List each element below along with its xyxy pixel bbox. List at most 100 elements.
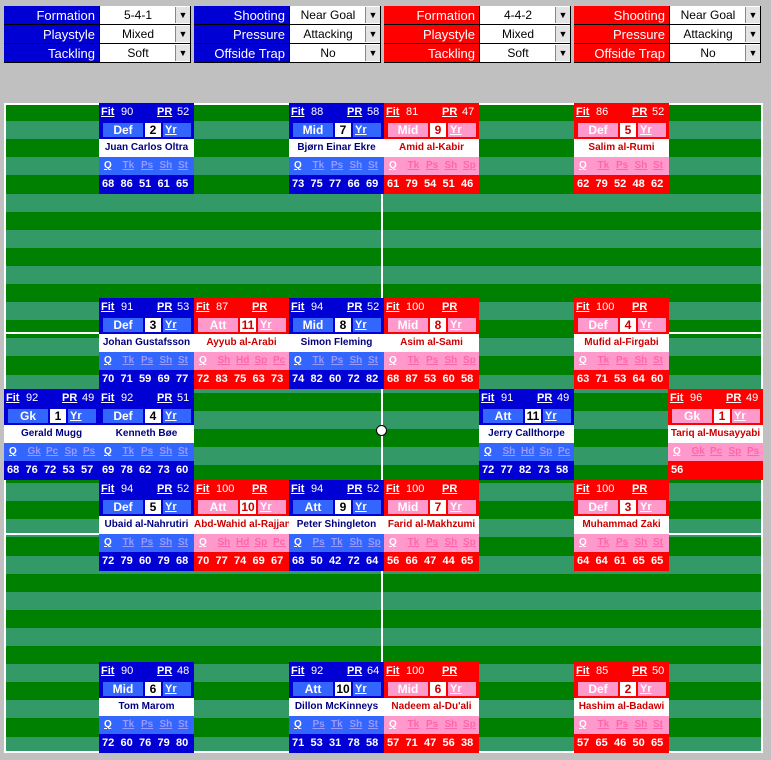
- player-name[interactable]: Jerry Callthorpe: [479, 425, 574, 443]
- player-name[interactable]: Mufid al-Firgabi: [574, 334, 669, 352]
- player-name[interactable]: Abd-Wahid al-Rajjani: [194, 516, 289, 534]
- player-name[interactable]: Bjørn Einar Ekre: [289, 139, 384, 157]
- player-name[interactable]: Farid al-Makhzumi: [384, 516, 479, 534]
- player-name[interactable]: Tariq al-Musayyabi: [668, 425, 763, 443]
- shirt-number[interactable]: 2: [145, 123, 161, 137]
- playstyle-select[interactable]: Mixed ▼: [479, 25, 571, 44]
- shirt-number[interactable]: 5: [620, 123, 636, 137]
- player-name[interactable]: Gerald Mugg: [4, 425, 99, 443]
- shirt-number[interactable]: 7: [335, 123, 351, 137]
- shirt-number[interactable]: 4: [620, 318, 636, 332]
- shirt-number[interactable]: 11: [525, 409, 541, 423]
- playstyle-select[interactable]: Mixed ▼: [99, 25, 191, 44]
- shirt-number[interactable]: 10: [335, 682, 351, 696]
- pr-label: PR: [252, 301, 268, 313]
- player-name[interactable]: Amid al-Kabir: [384, 139, 479, 157]
- player-name[interactable]: Hashim al-Badawi: [574, 698, 669, 716]
- formation-select[interactable]: 4-4-2 ▼: [479, 6, 571, 25]
- player-name[interactable]: Muhammad Zaki: [574, 516, 669, 534]
- chevron-down-icon[interactable]: ▼: [365, 26, 380, 42]
- pressure-select[interactable]: Attacking ▼: [669, 25, 761, 44]
- player-name[interactable]: Peter Shingleton: [289, 516, 384, 534]
- player-name[interactable]: Tom Marom: [99, 698, 194, 716]
- shirt-number[interactable]: 7: [430, 500, 446, 514]
- shirt-number[interactable]: 6: [145, 682, 161, 696]
- shirt-number[interactable]: 8: [335, 318, 351, 332]
- shirt-number[interactable]: 3: [145, 318, 161, 332]
- chevron-down-icon[interactable]: ▼: [175, 45, 190, 61]
- player-name[interactable]: Nadeem al-Du'ali: [384, 698, 479, 716]
- chevron-down-icon[interactable]: ▼: [175, 26, 190, 42]
- chevron-down-icon[interactable]: ▼: [365, 7, 380, 23]
- shirt-number[interactable]: 9: [335, 500, 351, 514]
- attribute-label: Tk: [122, 719, 135, 730]
- attribute-value: 68: [292, 555, 305, 567]
- chevron-down-icon[interactable]: ▼: [745, 26, 760, 42]
- chevron-down-icon[interactable]: ▼: [365, 45, 380, 61]
- shirt-number[interactable]: 4: [145, 409, 161, 423]
- attribute-label: St: [653, 537, 663, 548]
- tackling-select[interactable]: Soft ▼: [99, 44, 191, 63]
- attribute-value: 70: [102, 373, 115, 385]
- shirt-number[interactable]: 11: [240, 318, 256, 332]
- player-name[interactable]: Ayyub al-Arabi: [194, 334, 289, 352]
- offside-select[interactable]: No ▼: [289, 44, 381, 63]
- attribute-label: Ps: [83, 446, 96, 457]
- shirt-number[interactable]: 1: [714, 409, 730, 423]
- player-name[interactable]: Dillon McKinneys: [289, 698, 384, 716]
- player-name[interactable]: Kenneth Bøe: [99, 425, 194, 443]
- shirt-number[interactable]: 6: [430, 682, 446, 696]
- chevron-down-icon[interactable]: ▼: [555, 7, 570, 23]
- player-name[interactable]: Salim al-Rumi: [574, 139, 669, 157]
- player-name[interactable]: Juan Carlos Oltra: [99, 139, 194, 157]
- formation-select[interactable]: 5-4-1 ▼: [99, 6, 191, 25]
- shirt-number[interactable]: 10: [240, 500, 256, 514]
- pitch-stripe: [4, 229, 763, 249]
- player-name[interactable]: Asim al-Sami: [384, 334, 479, 352]
- shirt-number[interactable]: 2: [620, 682, 636, 696]
- shirt-number[interactable]: 9: [430, 123, 446, 137]
- tackling-select[interactable]: Soft ▼: [479, 44, 571, 63]
- shirt-number[interactable]: 1: [50, 409, 66, 423]
- shirt-number[interactable]: 8: [430, 318, 446, 332]
- player-name[interactable]: Simon Fleming: [289, 334, 384, 352]
- chevron-down-icon[interactable]: ▼: [745, 45, 760, 61]
- attribute-label: Q: [579, 160, 587, 171]
- chevron-down-icon[interactable]: ▼: [555, 26, 570, 42]
- player-name[interactable]: Ubaid al-Nahrutiri: [99, 516, 194, 534]
- chevron-down-icon[interactable]: ▼: [555, 45, 570, 61]
- offside-select[interactable]: No ▼: [669, 44, 761, 63]
- attribute-label: Pc: [273, 537, 286, 548]
- player-name[interactable]: Johan Gustafsson: [99, 334, 194, 352]
- shirt-number[interactable]: 3: [620, 500, 636, 514]
- shirt-number[interactable]: 5: [145, 500, 161, 514]
- pressure-select[interactable]: Attacking ▼: [289, 25, 381, 44]
- pitch-stripe: [4, 591, 763, 611]
- chevron-down-icon[interactable]: ▼: [745, 7, 760, 23]
- shooting-select[interactable]: Near Goal ▼: [289, 6, 381, 25]
- chevron-down-icon[interactable]: ▼: [175, 7, 190, 23]
- shooting-select[interactable]: Near Goal ▼: [669, 6, 761, 25]
